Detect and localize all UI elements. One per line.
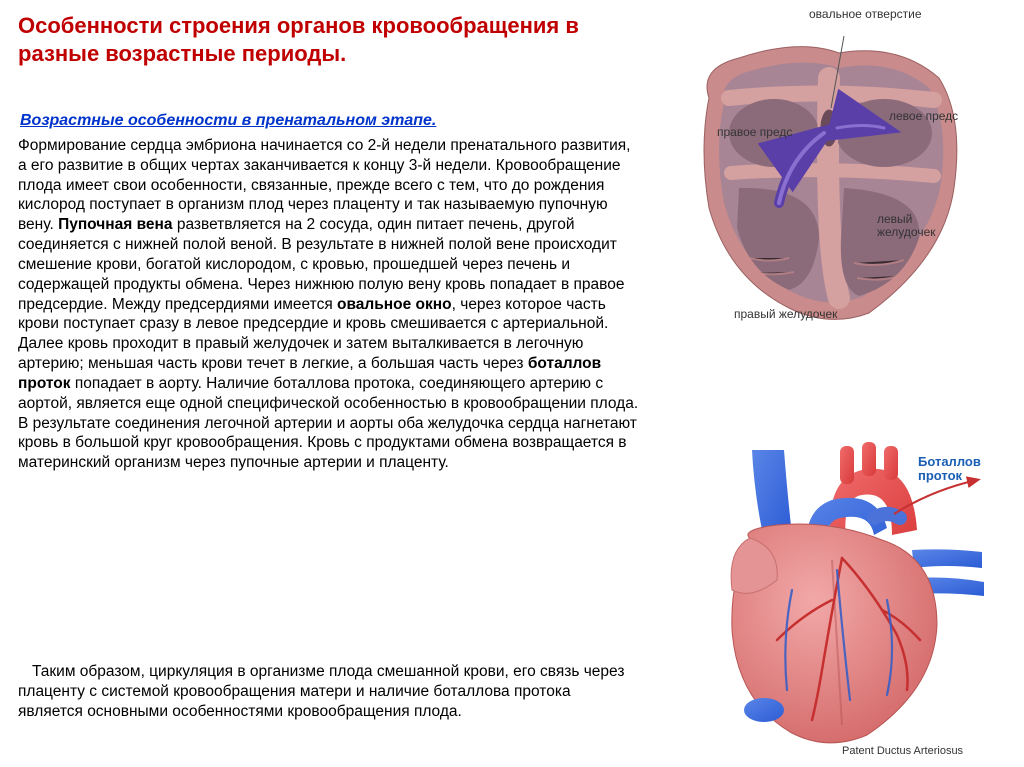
main-title: Особенности строения органов кровообраще… <box>18 12 618 67</box>
label-right-atrium: правое предс <box>717 126 792 139</box>
label-botallov-duct: Боталлов проток <box>918 455 998 484</box>
conclusion-paragraph: Таким образом, циркуляция в организме пл… <box>18 662 638 721</box>
body-text-4: попадает в аорту. Наличие боталлова прот… <box>18 375 638 471</box>
caption-patent-ductus: Patent Ductus Arteriosus <box>842 745 963 757</box>
subtitle: Возрастные особенности в пренатальном эт… <box>20 112 436 130</box>
label-left-ventricle: левый желудочек <box>877 213 947 239</box>
bold-term-1: Пупочная вена <box>58 216 172 233</box>
page: Особенности строения органов кровообраще… <box>0 0 1024 767</box>
heart-external-diagram: Боталлов проток Patent Ductus Arteriosus <box>682 440 992 760</box>
body-paragraph: Формирование сердца эмбриона начинается … <box>18 136 643 473</box>
label-left-atrium: левое предс <box>889 110 958 123</box>
label-right-ventricle: правый желудочек <box>734 308 854 321</box>
heart-cross-section-svg <box>679 28 969 328</box>
heart-external-svg <box>682 440 992 760</box>
heart-cross-section-diagram: овальное отверстие правое предс левое пр… <box>679 8 974 328</box>
bold-term-2: овальное окно <box>337 296 452 313</box>
label-oval-opening: овальное отверстие <box>809 8 922 21</box>
